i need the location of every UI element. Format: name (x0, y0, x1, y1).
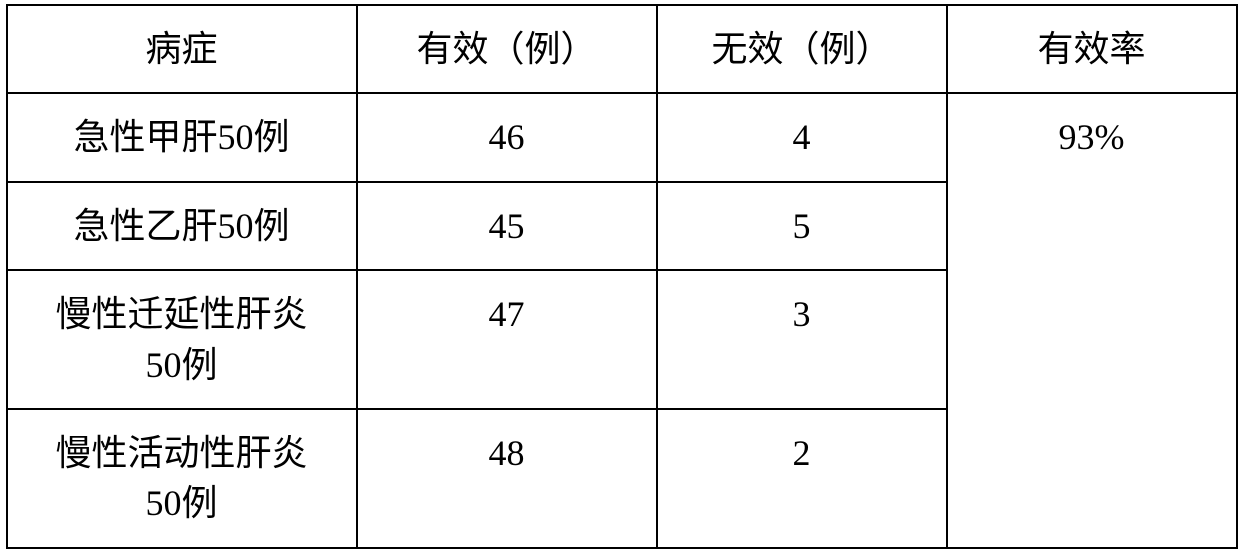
col-header-disease: 病症 (7, 5, 357, 93)
cell-disease: 急性乙肝50例 (7, 182, 357, 270)
efficacy-table: 病症 有效（例） 无效（例） 有效率 急性甲肝50例 46 4 93% 急性乙肝… (6, 4, 1238, 549)
cell-effective-rate: 93% (947, 93, 1237, 547)
col-header-effective: 有效（例） (357, 5, 657, 93)
cell-effective: 46 (357, 93, 657, 181)
table-header-row: 病症 有效（例） 无效（例） 有效率 (7, 5, 1237, 93)
cell-ineffective: 3 (657, 270, 947, 409)
cell-ineffective: 2 (657, 409, 947, 548)
col-header-ineffective: 无效（例） (657, 5, 947, 93)
cell-effective: 47 (357, 270, 657, 409)
cell-ineffective: 4 (657, 93, 947, 181)
cell-disease: 慢性迁延性肝炎50例 (7, 270, 357, 409)
table-row: 急性甲肝50例 46 4 93% (7, 93, 1237, 181)
cell-disease: 急性甲肝50例 (7, 93, 357, 181)
cell-effective: 45 (357, 182, 657, 270)
cell-disease: 慢性活动性肝炎50例 (7, 409, 357, 548)
cell-ineffective: 5 (657, 182, 947, 270)
cell-effective: 48 (357, 409, 657, 548)
col-header-rate: 有效率 (947, 5, 1237, 93)
efficacy-table-container: 病症 有效（例） 无效（例） 有效率 急性甲肝50例 46 4 93% 急性乙肝… (6, 4, 1234, 549)
